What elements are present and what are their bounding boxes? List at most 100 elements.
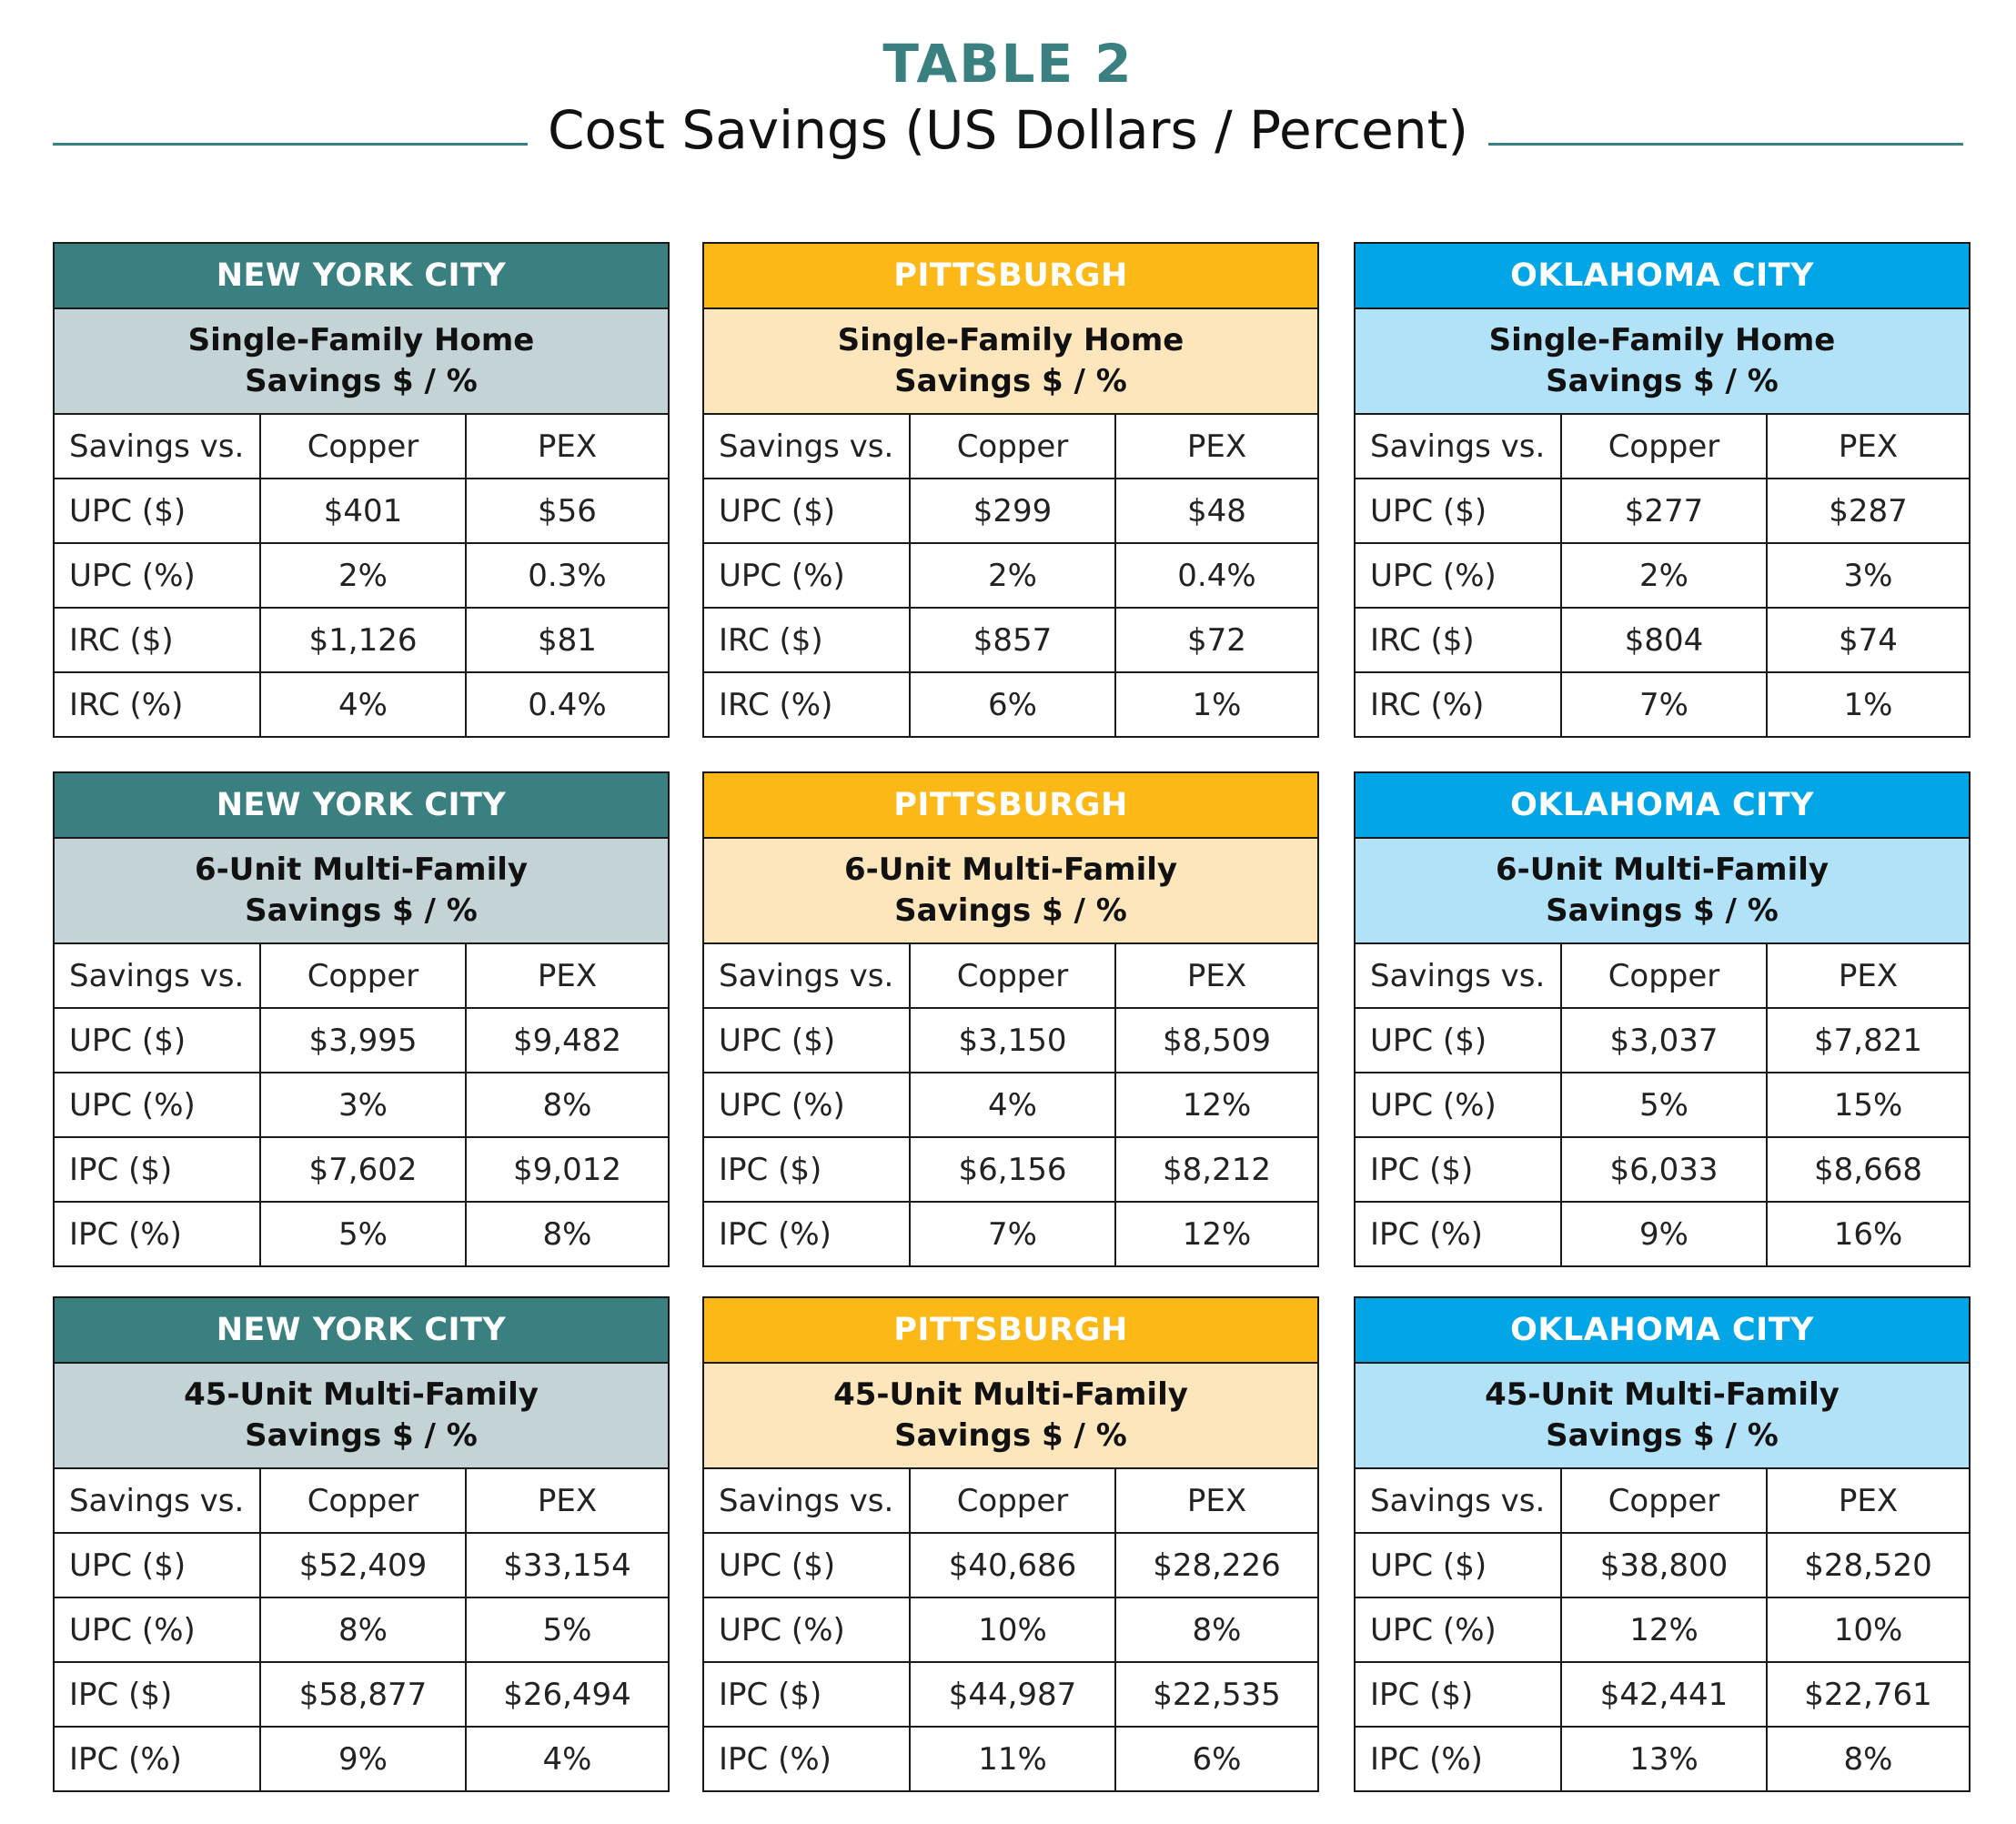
- building-type-label: 45-Unit Multi-Family: [833, 1376, 1188, 1413]
- table-row: IRC ($) $804 $74: [1356, 608, 1969, 673]
- row-label: UPC (%): [704, 1073, 911, 1138]
- row-label: IRC ($): [55, 608, 261, 673]
- copper-value: 13%: [1561, 1727, 1768, 1790]
- copper-header: Copper: [260, 944, 467, 1009]
- building-type-label: 6-Unit Multi-Family: [194, 852, 529, 888]
- copper-value: $52,409: [260, 1533, 467, 1598]
- table-row: UPC ($) $3,995 $9,482: [55, 1008, 668, 1073]
- panel-okc-single-family: OKLAHOMA CITY Single-Family Home Savings $…: [1354, 242, 1971, 738]
- table-subtitle: Cost Savings (US Dollars / Percent): [548, 99, 1468, 161]
- copper-value: $804: [1561, 608, 1768, 673]
- panel-okc-6-unit: OKLAHOMA CITY 6-Unit Multi-Family Savings …: [1354, 771, 1971, 1267]
- savings-unit-label: Savings $ / %: [894, 1417, 1127, 1454]
- title-block: TABLE 2: [0, 27, 2016, 100]
- copper-header: Copper: [910, 415, 1116, 479]
- copper-header: Copper: [260, 1469, 467, 1534]
- pex-value: $48: [1115, 479, 1317, 544]
- copper-value: $3,150: [910, 1008, 1116, 1073]
- copper-value: $1,126: [260, 608, 467, 673]
- building-type-header: 45-Unit Multi-Family Savings $ / %: [704, 1364, 1317, 1469]
- table-row: UPC ($) $401 $56: [55, 479, 668, 544]
- table-row: UPC (%) 2% 3%: [1356, 543, 1969, 609]
- city-header: NEW YORK CITY: [55, 244, 668, 309]
- building-type-label: Single-Family Home: [187, 322, 535, 358]
- table-row: IPC ($) $7,602 $9,012: [55, 1137, 668, 1203]
- savings-vs-header: Savings vs.: [1356, 1469, 1562, 1534]
- column-header-row: Savings vs. Copper PEX: [1356, 944, 1969, 1009]
- column-header-row: Savings vs. Copper PEX: [704, 415, 1317, 479]
- row-label: IRC (%): [1356, 672, 1562, 736]
- copper-value: 5%: [1561, 1073, 1768, 1138]
- copper-value: $277: [1561, 479, 1768, 544]
- pex-value: 12%: [1182, 1215, 1252, 1253]
- row-label: IPC (%): [1356, 1202, 1562, 1265]
- pex-value: $9,012: [466, 1137, 668, 1203]
- pex-value: 0.4%: [1115, 543, 1317, 609]
- row-label: IPC (%): [704, 1727, 911, 1790]
- pex-header: PEX: [1115, 415, 1317, 479]
- pex-value: $7,821: [1767, 1008, 1969, 1073]
- row-label: UPC (%): [55, 543, 261, 609]
- table-row: UPC (%) 3% 8%: [55, 1073, 668, 1138]
- table-row: IPC (%) 9% 16%: [1356, 1202, 1969, 1265]
- pex-value: $56: [466, 479, 668, 544]
- copper-value: 11%: [910, 1727, 1116, 1790]
- copper-value: $38,800: [1561, 1533, 1768, 1598]
- pex-value: $22,761: [1767, 1662, 1969, 1728]
- savings-vs-header: Savings vs.: [1356, 944, 1562, 1009]
- table-row: UPC ($) $277 $287: [1356, 479, 1969, 544]
- copper-value: $299: [910, 479, 1116, 544]
- savings-table: Savings vs. Copper PEX UPC ($) $401 $56 UPC (%…: [55, 415, 668, 736]
- copper-value: 7%: [1561, 672, 1768, 736]
- copper-value: 2%: [910, 543, 1116, 609]
- pex-value: 6%: [1192, 1740, 1242, 1778]
- table-row: IPC ($) $6,156 $8,212: [704, 1137, 1317, 1203]
- row-label: UPC (%): [1356, 543, 1562, 609]
- copper-value: 12%: [1561, 1597, 1768, 1663]
- row-label: UPC (%): [55, 1073, 261, 1138]
- copper-value: $3,037: [1561, 1008, 1768, 1073]
- row-label: UPC ($): [704, 1008, 911, 1073]
- row-label: UPC ($): [55, 479, 261, 544]
- row-label: IPC ($): [1356, 1137, 1562, 1203]
- copper-value: $58,877: [260, 1662, 467, 1728]
- copper-header: Copper: [1561, 415, 1768, 479]
- savings-unit-label: Savings $ / %: [894, 363, 1127, 399]
- savings-unit-label: Savings $ / %: [245, 1417, 478, 1454]
- pex-value: $8,212: [1115, 1137, 1317, 1203]
- copper-value: $40,686: [910, 1533, 1116, 1598]
- pex-value: 1%: [1192, 686, 1242, 723]
- row-label: IPC (%): [55, 1727, 261, 1790]
- copper-value: 4%: [260, 672, 467, 736]
- row-label: UPC (%): [704, 543, 911, 609]
- copper-value: 2%: [260, 543, 467, 609]
- savings-table: Savings vs. Copper PEX UPC ($) $3,037 $7,821 U…: [1356, 944, 1969, 1265]
- pex-value: 15%: [1767, 1073, 1969, 1138]
- pex-header: PEX: [1767, 1469, 1969, 1534]
- copper-value: 10%: [910, 1597, 1116, 1663]
- pex-value: 4%: [542, 1740, 592, 1778]
- city-header: NEW YORK CITY: [55, 773, 668, 839]
- table-row: UPC ($) $52,409 $33,154: [55, 1533, 668, 1598]
- panel-okc-45-unit: OKLAHOMA CITY 45-Unit Multi-Family Savings…: [1354, 1296, 1971, 1792]
- table-row: IPC ($) $42,441 $22,761: [1356, 1662, 1969, 1728]
- copper-value: 9%: [1561, 1202, 1768, 1265]
- building-type-header: Single-Family Home Savings $ / %: [704, 309, 1317, 415]
- row-label: UPC ($): [704, 479, 911, 544]
- copper-value: 4%: [910, 1073, 1116, 1138]
- building-type-label: Single-Family Home: [1488, 322, 1836, 358]
- city-header: PITTSBURGH: [704, 244, 1317, 309]
- building-type-label: 6-Unit Multi-Family: [1495, 852, 1830, 888]
- copper-value: $44,987: [910, 1662, 1116, 1728]
- pex-value: 8%: [1115, 1597, 1317, 1663]
- copper-header: Copper: [910, 1469, 1116, 1534]
- copper-value: 6%: [910, 672, 1116, 736]
- panel-nyc-6-unit: NEW YORK CITY 6-Unit Multi-Family Savings …: [53, 771, 670, 1267]
- column-header-row: Savings vs. Copper PEX: [55, 1469, 668, 1534]
- pex-value: 8%: [466, 1073, 668, 1138]
- copper-value: 9%: [260, 1727, 467, 1790]
- row-label: UPC (%): [1356, 1073, 1562, 1138]
- row-label: IRC (%): [704, 672, 911, 736]
- copper-header: Copper: [260, 415, 467, 479]
- panel-pittsburgh-45-unit: PITTSBURGH 45-Unit Multi-Family Savings $ …: [702, 1296, 1319, 1792]
